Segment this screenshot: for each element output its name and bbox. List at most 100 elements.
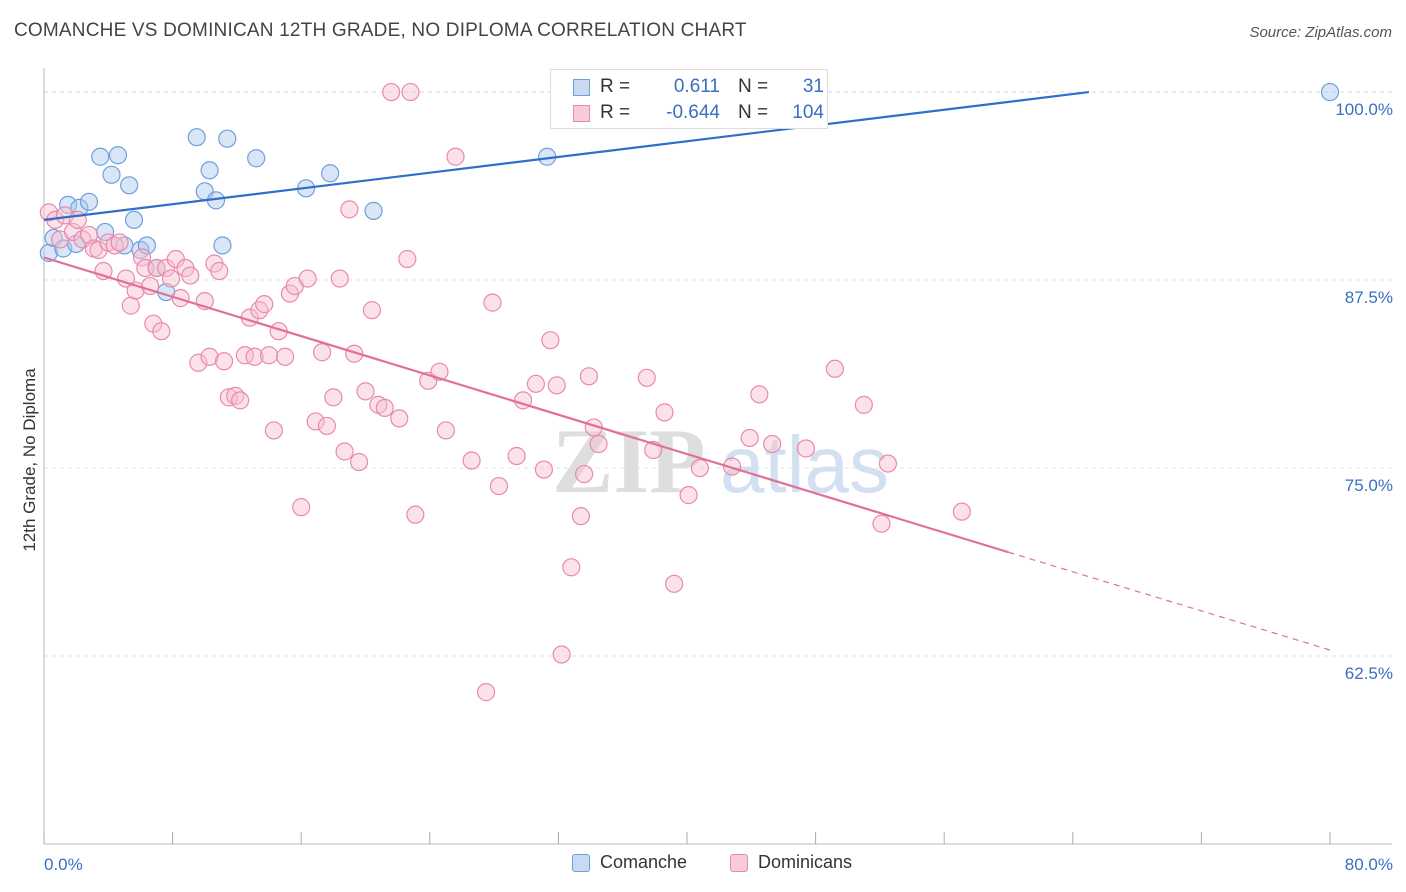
data-point [489, 476, 509, 496]
legend-item-comanche[interactable]: Comanche [572, 852, 687, 873]
data-point [200, 347, 219, 366]
y-tick-label: 75.0% [1345, 476, 1393, 495]
data-point [108, 146, 128, 165]
data-point [526, 374, 545, 393]
stats-n-value: 31 [802, 76, 824, 97]
data-point [878, 454, 898, 473]
tick-labels: 100.0% 87.5% 75.0% 62.5% 0.0% 80.0% [44, 100, 1393, 874]
legend-label-comanche: Comanche [600, 852, 688, 872]
data-point [200, 161, 219, 180]
data-point [382, 82, 401, 102]
stats-r-value: 0.611 [673, 76, 720, 97]
legend-swatch-comanche [572, 853, 590, 872]
stats-r-label: R = [600, 102, 631, 123]
data-point [796, 439, 816, 458]
data-point [213, 236, 232, 255]
data-point [245, 347, 264, 366]
data-point [750, 385, 769, 404]
stats-swatch-dominicans [573, 104, 590, 122]
data-point [189, 353, 208, 372]
data-point [1320, 82, 1340, 102]
series-layer [39, 82, 1340, 702]
data-point [259, 346, 279, 365]
data-point [722, 457, 742, 476]
data-point [362, 301, 382, 320]
data-point [181, 266, 200, 285]
data-point [171, 289, 190, 308]
data-point [579, 367, 599, 386]
data-point [825, 359, 844, 378]
data-point [375, 398, 394, 417]
data-point [120, 176, 139, 195]
data-point [105, 236, 124, 255]
data-point [552, 645, 571, 664]
data-point [292, 498, 311, 517]
x-tick-label: 80.0% [1345, 855, 1393, 874]
data-point [79, 225, 99, 245]
data-point [541, 331, 560, 350]
data-point [124, 210, 144, 230]
data-point [406, 505, 425, 524]
data-point [235, 346, 255, 365]
data-point [187, 128, 206, 147]
data-point [446, 147, 465, 166]
data-point [534, 460, 554, 479]
data-point [390, 409, 409, 428]
data-point [121, 296, 140, 315]
stats-n-label: N = [738, 102, 769, 123]
data-point [79, 192, 99, 211]
data-point [763, 434, 782, 454]
stats-swatch-comanche [573, 78, 590, 96]
data-point [312, 343, 332, 362]
data-point [219, 388, 238, 407]
trend-line-comanche [43, 90, 1090, 221]
legend-swatch-dominicans [730, 853, 748, 872]
data-point [161, 269, 181, 288]
data-point [218, 129, 237, 148]
data-point [321, 164, 340, 183]
data-point [247, 149, 266, 168]
data-point [547, 376, 566, 395]
data-point [210, 261, 229, 281]
data-point [854, 395, 873, 414]
watermark-atlas: atlas [720, 420, 889, 509]
data-point [562, 558, 581, 577]
data-point [589, 434, 608, 454]
axes [43, 68, 1392, 845]
data-point [255, 295, 274, 314]
data-point [317, 416, 337, 436]
legend-item-dominicans[interactable]: Dominicans [730, 852, 852, 873]
stats-row-dominicans: R = -0.644 N = 104 [573, 101, 824, 125]
trend-layer [43, 90, 1331, 651]
grid-lines [44, 91, 1392, 657]
data-point [132, 248, 152, 267]
data-point [356, 382, 375, 401]
data-point [462, 451, 481, 470]
data-point [571, 507, 591, 526]
y-tick-label: 62.5% [1345, 664, 1393, 683]
data-point [349, 452, 369, 472]
data-point [214, 352, 234, 371]
trend-line-extension-dominicans [1008, 551, 1331, 651]
data-point [476, 683, 496, 702]
data-point [250, 301, 269, 320]
data-point [637, 368, 656, 387]
data-point [340, 200, 359, 219]
series-comanche [39, 82, 1340, 302]
data-point [679, 486, 698, 505]
data-point [952, 502, 971, 521]
x-tick-label: 0.0% [44, 855, 83, 874]
data-point [740, 428, 759, 448]
y-tick-label: 87.5% [1345, 288, 1393, 307]
data-point [335, 442, 354, 461]
trend-line-dominicans [43, 256, 1009, 554]
data-point [231, 391, 250, 410]
data-point [690, 458, 709, 478]
chart-title: COMANCHE VS DOMINICAN 12TH GRADE, NO DIP… [14, 20, 747, 41]
y-tick-label: 100.0% [1335, 100, 1393, 119]
data-point [152, 322, 171, 341]
data-point [483, 293, 502, 312]
data-point [298, 269, 317, 288]
data-point [264, 421, 283, 440]
